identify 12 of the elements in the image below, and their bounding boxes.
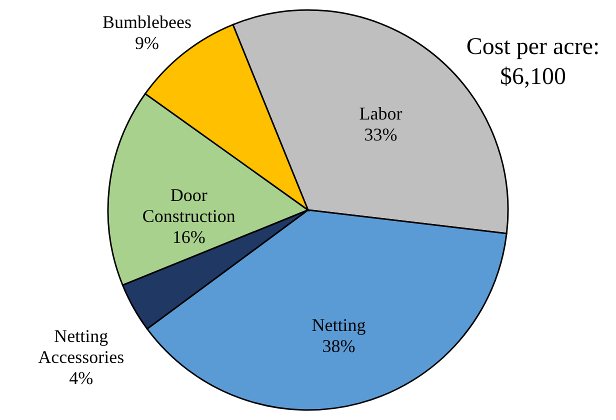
data-label: 16%	[172, 226, 206, 247]
slice-label: Netting Accessories	[38, 326, 124, 368]
text: $6,100	[500, 64, 566, 90]
slice-label: Netting	[312, 314, 366, 335]
slice-label: Labor	[359, 104, 402, 124]
text: Cost per acre:	[466, 34, 600, 60]
data-label: 9%	[135, 33, 160, 53]
data-label: 38%	[322, 336, 356, 356]
slice-label: Bumblebees	[102, 12, 192, 32]
data-label: 33%	[364, 124, 398, 145]
slice-label: Door Construction	[142, 184, 236, 226]
data-label: 4%	[69, 368, 94, 388]
